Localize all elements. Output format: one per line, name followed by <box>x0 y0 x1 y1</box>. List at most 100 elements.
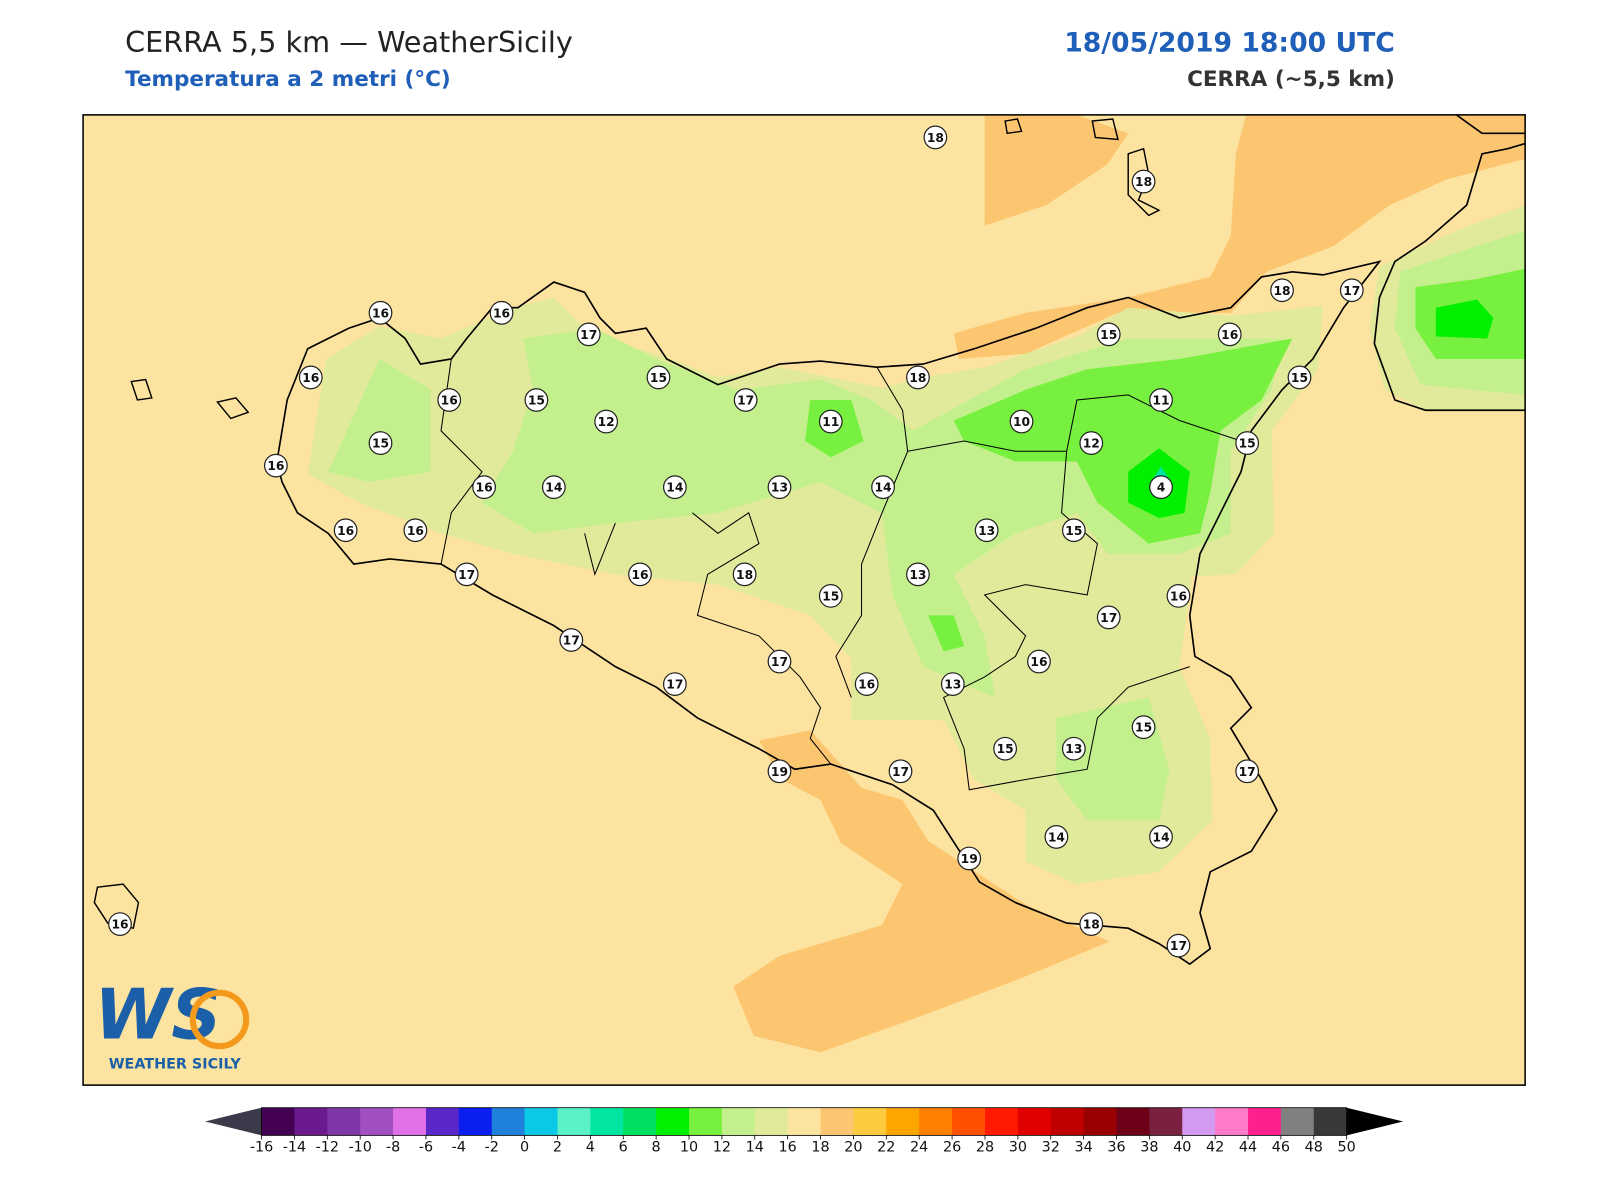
station-value: 15 <box>1239 437 1256 451</box>
datetime: 18/05/2019 18:00 UTC <box>1064 28 1395 59</box>
station-value: 17 <box>737 394 754 408</box>
station: 17 <box>576 322 601 347</box>
colorbar-tick-label: 38 <box>1140 1140 1158 1156</box>
station-value: 15 <box>997 742 1014 756</box>
station: 17 <box>888 759 913 784</box>
station-value: 17 <box>771 655 788 669</box>
station-marker <box>559 628 584 652</box>
station-value: 16 <box>372 306 389 320</box>
station-marker <box>662 475 687 500</box>
colorbar-segment <box>886 1107 920 1136</box>
station-marker <box>733 388 758 412</box>
station: 16 <box>403 518 428 543</box>
station: 13 <box>940 672 965 696</box>
stations: 18 18 16 16 17 18 17 16 15 16 16 15 15 17 18 15 15 12 11 10… <box>108 125 1364 958</box>
station: 10 <box>1009 409 1034 434</box>
colorbar-segment <box>425 1107 460 1136</box>
station: 18 <box>923 125 948 150</box>
colorbar-segment <box>984 1107 1019 1136</box>
colorbar-segment <box>623 1107 657 1136</box>
station: 16 <box>628 562 652 587</box>
station-marker <box>1235 759 1260 784</box>
colorbar-tick-label: 10 <box>680 1140 698 1156</box>
station-marker <box>1061 736 1086 761</box>
station: 16 <box>472 475 496 500</box>
station: 4 <box>1149 475 1173 500</box>
station-value: 15 <box>1065 524 1082 538</box>
colorbar-tick-label: 40 <box>1173 1140 1191 1156</box>
station: 13 <box>906 562 930 587</box>
station-marker <box>1149 825 1173 849</box>
station-value: 17 <box>580 328 597 342</box>
station: 11 <box>1149 388 1173 412</box>
station-marker <box>1079 431 1104 455</box>
colorbar-tick-label: 8 <box>652 1140 661 1156</box>
station: 11 <box>818 409 843 434</box>
station-value: 11 <box>822 415 839 429</box>
colorbar-segment <box>557 1107 591 1136</box>
colorbar-segment <box>689 1107 723 1136</box>
station: 15 <box>1287 365 1312 390</box>
station-value: 13 <box>1065 742 1082 756</box>
colorbar-tick-label: 48 <box>1305 1140 1323 1156</box>
station: 19 <box>957 846 982 871</box>
warm-area <box>733 730 1110 1053</box>
station: 17 <box>1339 278 1364 303</box>
station-value: 19 <box>771 765 788 779</box>
station-marker <box>368 300 393 325</box>
colorbar-tick-label: 24 <box>910 1140 928 1156</box>
station-marker <box>767 649 792 674</box>
station: 15 <box>1131 715 1156 740</box>
colorbar-segment <box>787 1107 822 1136</box>
station-value: 16 <box>337 524 354 538</box>
station: 16 <box>854 672 879 696</box>
station-value: 18 <box>1083 918 1100 932</box>
map-frame <box>82 114 1526 1086</box>
station-value: 14 <box>1048 830 1065 844</box>
station-marker <box>923 125 948 150</box>
colorbar-tick-label: 36 <box>1107 1140 1125 1156</box>
station-marker <box>1235 431 1260 455</box>
station: 14 <box>871 475 895 500</box>
station: 17 <box>767 649 792 674</box>
station: 18 <box>1270 278 1294 303</box>
station-marker <box>628 562 652 587</box>
station-value: 16 <box>858 678 875 692</box>
station: 17 <box>1235 759 1260 784</box>
station-marker <box>333 518 358 543</box>
station-value: 16 <box>1221 328 1238 342</box>
station-marker <box>646 365 671 390</box>
station-marker <box>594 409 619 434</box>
colorbar-segment <box>491 1107 526 1136</box>
station-marker <box>489 300 514 325</box>
station: 16 <box>1027 649 1051 674</box>
colorbar-tick-label: -10 <box>348 1140 371 1156</box>
station: 16 <box>1217 322 1242 347</box>
colorbar-tick-label: 4 <box>586 1140 595 1156</box>
colorbar-tick-label: -8 <box>386 1140 400 1156</box>
colorbar-segment <box>1017 1107 1052 1136</box>
colorbar-segment <box>524 1107 558 1136</box>
station-marker <box>732 562 757 587</box>
logo-sun <box>189 989 250 1050</box>
colorbar-segment <box>1116 1107 1150 1136</box>
station-marker <box>263 453 288 478</box>
station-marker <box>1061 518 1086 543</box>
station-value: 16 <box>476 481 493 495</box>
station: 17 <box>454 562 479 587</box>
station: 16 <box>108 912 132 936</box>
colorbar-extend-high <box>1346 1107 1404 1136</box>
logo-caption: WEATHER SICILY <box>109 1057 242 1073</box>
station-value: 13 <box>909 568 926 582</box>
logo: WS WEATHER SICILY <box>94 975 250 1073</box>
station: 16 <box>1166 583 1191 608</box>
colorbar-tick-label: 14 <box>746 1140 764 1156</box>
station: 14 <box>1044 825 1069 849</box>
station-value: 12 <box>598 415 615 429</box>
station-value: 15 <box>1135 721 1152 735</box>
station: 18 <box>732 562 757 587</box>
colorbar-tick-label: 44 <box>1239 1140 1257 1156</box>
colorbar-segment <box>261 1107 295 1136</box>
station: 16 <box>368 300 393 325</box>
